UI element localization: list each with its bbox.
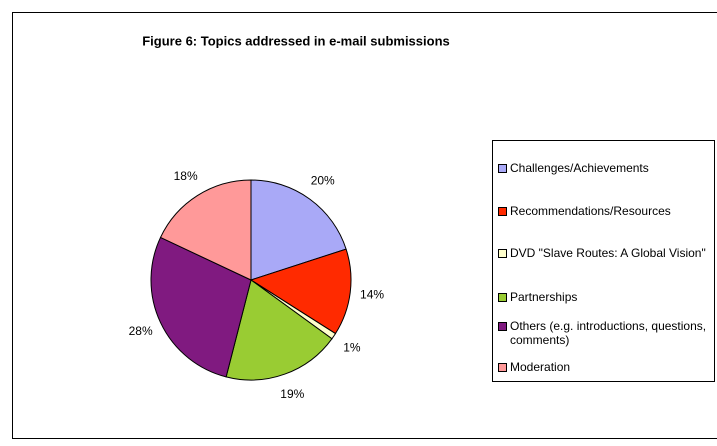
legend-swatch: [498, 249, 507, 258]
legend-label: Partnerships: [510, 290, 578, 304]
data-label: 28%: [129, 324, 153, 338]
pie-slice: [249, 248, 352, 335]
legend-swatch: [498, 363, 507, 372]
pie-slice: [159, 179, 252, 281]
data-label: 18%: [174, 169, 198, 183]
legend-swatch: [498, 322, 507, 331]
legend-label: Challenges/Achievements: [510, 161, 649, 175]
legend-item: Moderation: [498, 360, 712, 374]
data-label: 1%: [343, 341, 361, 355]
legend-label: Others (e.g. introductions, questions, c…: [510, 319, 707, 347]
legend-label: DVD "Slave Routes: A Global Vision": [510, 246, 706, 260]
legend-item: Recommendations/Resources: [498, 204, 712, 218]
chart-frame: [12, 12, 717, 439]
legend-item: Others (e.g. introductions, questions, c…: [498, 319, 712, 347]
legend-swatch: [498, 293, 507, 302]
legend: Challenges/Achievements Recommendations/R…: [492, 140, 715, 382]
chart-title: Figure 6: Topics addressed in e-mail sub…: [142, 33, 450, 48]
pie-slice: [250, 179, 347, 281]
legend-item: Challenges/Achievements: [498, 161, 712, 175]
legend-item: Partnerships: [498, 290, 712, 304]
data-label: 19%: [280, 387, 304, 401]
data-label: 20%: [311, 173, 335, 187]
legend-item: DVD "Slave Routes: A Global Vision": [498, 246, 712, 260]
data-label: 14%: [360, 287, 384, 301]
legend-label: Moderation: [510, 360, 571, 374]
pie-slice: [150, 236, 252, 378]
legend-swatch: [498, 207, 507, 216]
legend-swatch: [498, 164, 507, 173]
legend-label: Recommendations/Resources: [510, 204, 671, 218]
pie-slice: [225, 279, 333, 381]
